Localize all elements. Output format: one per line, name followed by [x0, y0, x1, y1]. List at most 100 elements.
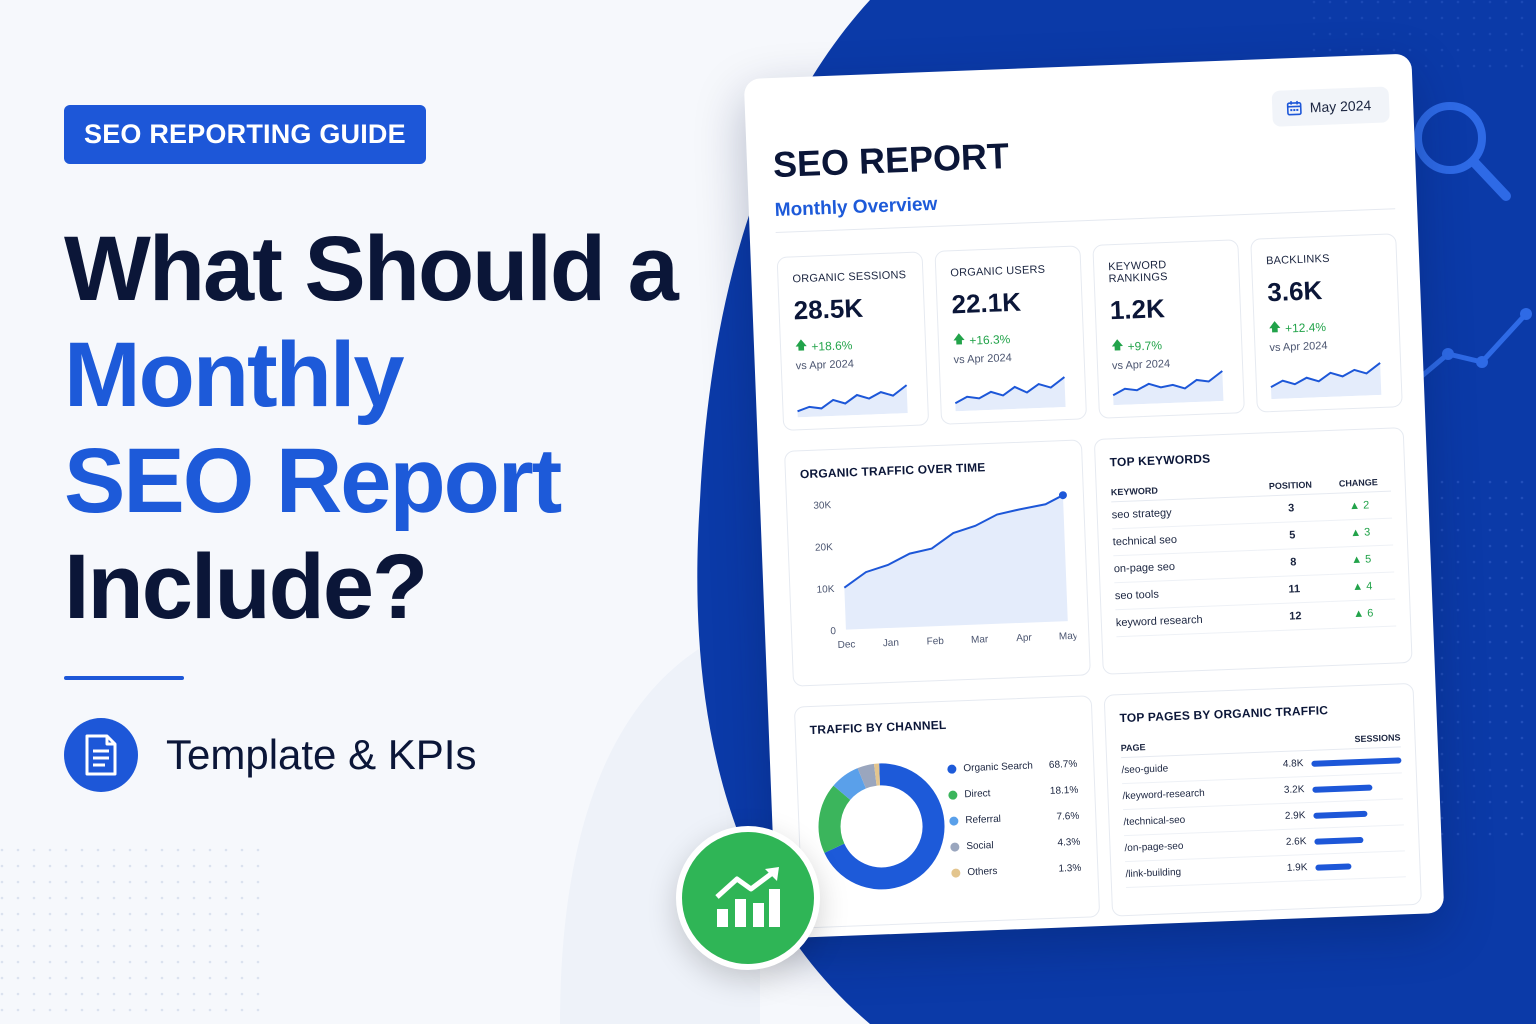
- legend-dot: [951, 868, 961, 878]
- donut-slice: [818, 785, 851, 853]
- channel-title: TRAFFIC BY CHANNEL: [809, 717, 947, 738]
- sessions-bar-cell: [1314, 850, 1406, 881]
- sparkline: [954, 376, 1066, 412]
- traffic-endpoint: [1058, 491, 1067, 500]
- channel-donut-chart: [818, 763, 945, 890]
- legend-item: Social 4.3%: [950, 837, 1080, 853]
- headline-line-3: SEO Report: [64, 430, 562, 532]
- kpi-value: 3.6K: [1266, 275, 1323, 308]
- legend-name: Organic Search: [963, 760, 1034, 775]
- kpi-change: 🡅 +18.6%: [795, 332, 912, 357]
- change-cell: ▲ 4: [1329, 572, 1396, 602]
- headline-line-2: Monthly: [64, 324, 405, 426]
- sessions-cell: 2.9K: [1272, 802, 1314, 830]
- trend-up-arrow-icon: 🡅: [1110, 337, 1124, 353]
- change-value: 2: [1362, 499, 1370, 512]
- x-tick-label: May: [1059, 631, 1077, 643]
- legend-item: Others 1.3%: [951, 863, 1081, 879]
- sessions-cell: 3.2K: [1271, 776, 1313, 804]
- sessions-cell: 1.9K: [1274, 854, 1316, 882]
- change-value: 4: [1365, 580, 1373, 593]
- spacer-header: [1270, 731, 1311, 752]
- kpi-row: ORGANIC SESSIONS 28.5K 🡅 +18.6% vs Apr 20…: [776, 233, 1403, 431]
- legend-value: 1.3%: [1058, 862, 1082, 875]
- kpi-comparison: vs Apr 2024: [953, 352, 1012, 367]
- kpi-comparison: vs Apr 2024: [1269, 339, 1328, 355]
- report-subtitle: Monthly Overview: [774, 193, 938, 222]
- y-tick-label: 20K: [815, 542, 834, 554]
- divider: [64, 676, 184, 680]
- y-tick-label: 10K: [816, 584, 835, 596]
- kpi-card-keyword-rankings: KEYWORD RANKINGS 1.2K 🡅 +9.7% vs Apr 2024: [1092, 239, 1245, 419]
- legend-name: Referral: [965, 813, 1002, 827]
- channel-legend: Organic Search 68.7% Direct 18.1% Referral 7.…: [947, 759, 1082, 894]
- legend-dot: [947, 764, 957, 774]
- sparkline: [797, 384, 908, 418]
- report-title: SEO REPORT: [772, 135, 1010, 186]
- guide-badge: SEO REPORTING GUIDE: [64, 105, 426, 164]
- document-list-icon: [64, 718, 138, 792]
- kpi-change: 🡅 +16.3%: [953, 326, 1070, 351]
- date-label: May 2024: [1309, 97, 1372, 116]
- x-tick-label: Jan: [883, 638, 900, 650]
- legend-value: 4.3%: [1057, 836, 1081, 849]
- change-value: 3: [1363, 526, 1371, 539]
- sessions-bar: [1314, 836, 1364, 845]
- hero-text: SEO REPORTING GUIDE What Should a Monthl…: [64, 105, 704, 792]
- x-tick-label: Dec: [837, 639, 855, 651]
- position-cell: 5: [1256, 520, 1329, 551]
- kpi-value: 1.2K: [1109, 293, 1166, 326]
- legend-dot: [949, 816, 959, 826]
- y-tick-label: 0: [830, 626, 836, 637]
- keywords-table: KEYWORD POSITION CHANGE seo strategy 3 ▲ 2…: [1110, 472, 1397, 638]
- keywords-title: TOP KEYWORDS: [1109, 451, 1211, 470]
- legend-name: Social: [966, 840, 994, 853]
- sessions-bar-cell: [1313, 824, 1405, 855]
- pages-title: TOP PAGES BY ORGANIC TRAFFIC: [1119, 703, 1329, 726]
- bar-chart-growth-icon: [676, 826, 820, 970]
- keywords-panel: TOP KEYWORDS KEYWORD POSITION CHANGE seo…: [1093, 427, 1413, 675]
- kpi-comparison: vs Apr 2024: [795, 358, 855, 373]
- change-header: CHANGE: [1325, 472, 1392, 494]
- sessions-bar-cell: [1311, 772, 1403, 803]
- page-cell: /link-building: [1125, 855, 1276, 888]
- kpi-change: 🡅 +12.4%: [1268, 314, 1385, 339]
- legend-item: Referral 7.6%: [949, 811, 1079, 827]
- trend-up-arrow-icon: 🡅: [952, 331, 966, 347]
- kpi-card-organic-users: ORGANIC USERS 22.1K 🡅 +16.3% vs Apr 2024: [934, 245, 1088, 425]
- legend-dot: [948, 790, 958, 800]
- row-traffic-keywords: ORGANIC TRAFFIC OVER TIME 0 10K 20K 30K Dec J…: [784, 427, 1413, 687]
- position-cell: 3: [1255, 493, 1328, 524]
- x-tick-label: Mar: [971, 634, 989, 646]
- position-cell: 11: [1258, 574, 1331, 605]
- keyword-cell: keyword research: [1115, 604, 1261, 637]
- trend-up-arrow-icon: 🡅: [1268, 319, 1282, 335]
- traffic-line: [843, 494, 1064, 589]
- traffic-area: [844, 495, 1068, 630]
- position-cell: 12: [1259, 601, 1332, 632]
- magnifier-icon: [1414, 102, 1511, 201]
- legend-value: 7.6%: [1056, 810, 1080, 823]
- change-value: 5: [1364, 553, 1372, 566]
- legend-item: Organic Search 68.7%: [947, 759, 1077, 775]
- x-tick-label: Feb: [926, 636, 944, 648]
- sessions-bar-cell: [1310, 746, 1402, 777]
- pages-table: PAGE SESSIONS /seo-guide 4.8K/keyword-res…: [1120, 728, 1406, 888]
- headline-line-4: Include?: [64, 536, 428, 638]
- x-tick-label: Apr: [1016, 632, 1033, 644]
- kpi-change-value: +9.7%: [1127, 337, 1163, 354]
- headline-line-1: What Should a: [64, 218, 679, 320]
- sparkline: [1112, 370, 1224, 406]
- legend-item: Direct 18.1%: [948, 785, 1078, 801]
- legend-value: 18.1%: [1049, 784, 1079, 797]
- traffic-chart: 0 10K 20K 30K Dec Jan Feb Mar Apr May: [813, 491, 1078, 651]
- y-tick-label: 30K: [813, 500, 832, 512]
- legend-dot: [950, 842, 960, 852]
- date-chip: May 2024: [1271, 86, 1390, 127]
- legend-value: 68.7%: [1048, 758, 1078, 771]
- sessions-bar: [1312, 784, 1373, 793]
- kpi-card-organic-sessions: ORGANIC SESSIONS 28.5K 🡅 +18.6% vs Apr 20…: [776, 251, 930, 431]
- kpi-label: KEYWORD RANKINGS: [1108, 259, 1168, 286]
- change-value: 6: [1367, 607, 1374, 620]
- change-cell: ▲ 3: [1327, 518, 1394, 548]
